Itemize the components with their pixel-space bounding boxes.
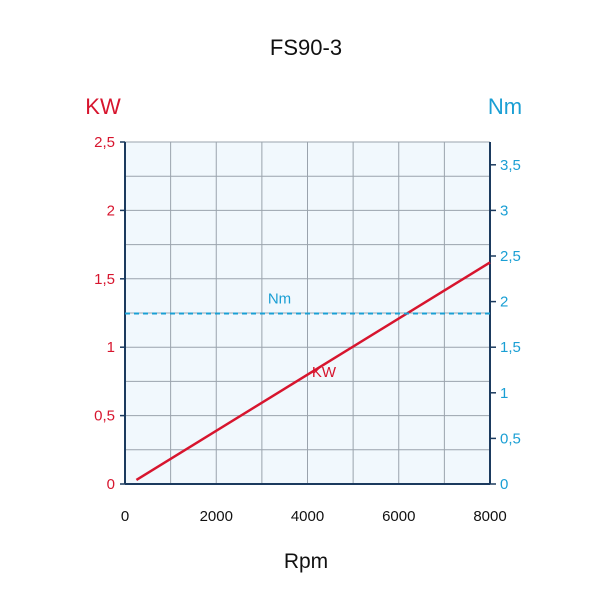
left-axis-label: KW [85, 94, 121, 119]
right-tick-label: 2,5 [500, 248, 521, 265]
x-axis-label: Rpm [284, 550, 328, 573]
series-label-kw: KW [312, 364, 337, 381]
right-tick-label: 1,5 [500, 339, 521, 356]
series-line-kw [135, 261, 491, 481]
left-tick-label: 0,5 [94, 408, 115, 425]
series-label-nm: Nm [268, 290, 291, 307]
left-tick-label: 1 [107, 339, 115, 356]
right-tick-label: 0 [500, 476, 508, 493]
x-tick-label: 8000 [473, 508, 506, 525]
right-axis-label: Nm [488, 94, 522, 119]
right-tick-label: 3 [500, 202, 508, 219]
right-tick-label: 3,5 [500, 157, 521, 174]
x-tick-label: 2000 [200, 508, 233, 525]
left-tick-label: 0 [107, 476, 115, 493]
left-tick-label: 1,5 [94, 271, 115, 288]
tick-labels: 0 0,5 1 1,5 2 2,5 0 0,5 1 1,5 2 2,5 3 3,5 0 2000 4000 600… [94, 134, 521, 525]
x-tick-label: 6000 [382, 508, 415, 525]
series-layer: KW Nm [125, 261, 491, 481]
right-tick-label: 0,5 [500, 430, 521, 447]
chart-title: FS90-3 [270, 35, 342, 60]
right-tick-label: 2 [500, 294, 508, 311]
x-tick-label: 0 [121, 508, 129, 525]
right-tick-label: 1 [500, 385, 508, 402]
left-tick-label: 2 [107, 202, 115, 219]
left-tick-label: 2,5 [94, 134, 115, 151]
x-tick-label: 4000 [291, 508, 324, 525]
